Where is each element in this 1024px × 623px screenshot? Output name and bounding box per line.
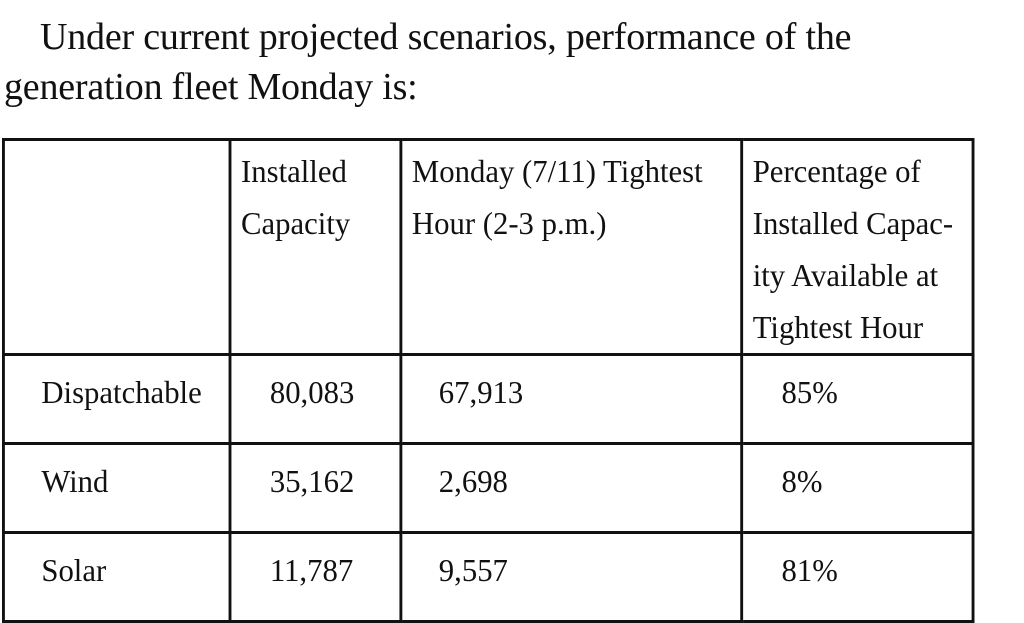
- table-header: Installed Capacity Monday (7/11) Tightes…: [2, 138, 975, 356]
- intro-paragraph: Under current projected scenarios, perfo…: [4, 12, 1014, 112]
- header-empty-cell: [2, 138, 232, 356]
- table-row: Dispatchable 80,083 67,913 85%: [2, 353, 975, 445]
- table-row: Wind 35,162 2,698 8%: [2, 442, 975, 534]
- header-percentage-available: Percentage of Installed Capac-ity Availa…: [740, 138, 975, 356]
- generation-fleet-table: Installed Capacity Monday (7/11) Tightes…: [2, 138, 975, 623]
- header-tightest-hour: Monday (7/11) Tightest Hour (2-3 p.m.): [399, 138, 744, 356]
- header-row: Installed Capacity Monday (7/11) Tightes…: [2, 138, 975, 356]
- cell-percentage-available: 81%: [740, 531, 975, 623]
- row-label-dispatchable: Dispatchable: [2, 353, 232, 445]
- cell-tightest-hour: 67,913: [399, 353, 744, 445]
- cell-tightest-hour: 2,698: [399, 442, 744, 534]
- row-label-wind: Wind: [2, 442, 232, 534]
- table-body: Dispatchable 80,083 67,913 85% Wind 35,1…: [2, 353, 975, 623]
- cell-tightest-hour: 9,557: [399, 531, 744, 623]
- cell-percentage-available: 8%: [740, 442, 975, 534]
- intro-line-1: Under current projected scenarios, perfo…: [40, 16, 852, 58]
- row-label-solar: Solar: [2, 531, 232, 623]
- header-installed-capacity: Installed Capacity: [228, 138, 403, 356]
- cell-installed-capacity: 80,083: [228, 353, 403, 445]
- cell-installed-capacity: 35,162: [228, 442, 403, 534]
- table-row: Solar 11,787 9,557 81%: [2, 531, 975, 623]
- cell-percentage-available: 85%: [740, 353, 975, 445]
- intro-line-2: generation fleet Monday is:: [4, 66, 418, 108]
- cell-installed-capacity: 11,787: [228, 531, 403, 623]
